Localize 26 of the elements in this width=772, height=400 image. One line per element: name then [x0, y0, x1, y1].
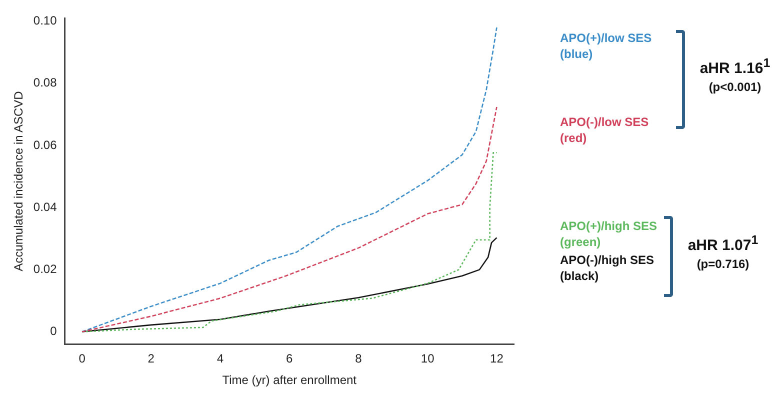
- text: (p<0.001): [708, 80, 762, 94]
- y-tick-label: 0.04: [33, 200, 58, 214]
- text: APO(-)/high SES (black): [560, 252, 655, 284]
- x-tick-label: 4: [216, 352, 224, 366]
- line-series: [81, 106, 498, 332]
- text: (p=0.716): [696, 257, 750, 271]
- y-tick-label: 0.10: [33, 14, 58, 28]
- text: aHR 1.16$^{1}$: [698, 56, 772, 77]
- x-tick-label: 6: [286, 352, 294, 366]
- text: APO(-)/low SES (red): [560, 114, 650, 146]
- x-tick-label: 2: [148, 352, 155, 366]
- y-tick-label: 0.06: [33, 138, 58, 152]
- text: APO(+)/low SES (blue): [560, 30, 653, 62]
- x-tick-label: 8: [355, 352, 362, 366]
- text: aHR 1.07$^{1}$: [686, 233, 760, 254]
- x-tick-label: 10: [420, 352, 435, 366]
- y-tick-label: 0.02: [33, 262, 58, 276]
- y-tick-label: 0.08: [33, 76, 58, 90]
- x-tick-label: 12: [490, 352, 504, 366]
- text: APO(+)/high SES (green): [560, 218, 658, 250]
- y-axis-title: Accumulated incidence in ASCVD: [12, 90, 26, 272]
- y-tick-label: 0: [50, 324, 58, 338]
- x-axis-title: Time (yr) after enrollment: [222, 373, 358, 388]
- x-tick-label: 0: [78, 352, 86, 366]
- line-series: [81, 152, 498, 332]
- line-series: [81, 26, 498, 332]
